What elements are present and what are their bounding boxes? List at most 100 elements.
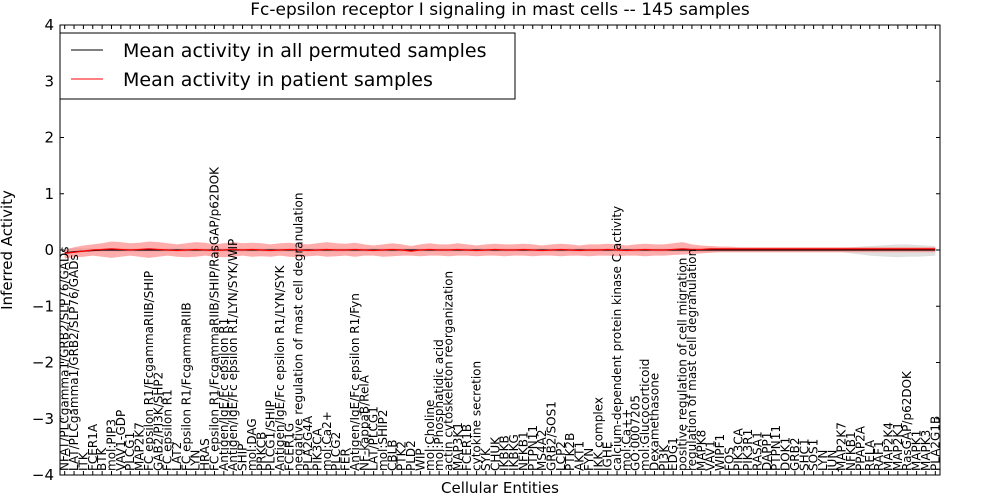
x-tick-label: JUN xyxy=(825,450,839,472)
x-tick-label: CHUK xyxy=(488,436,502,471)
x-tick-label: PLA2G1B xyxy=(928,416,942,471)
x-tick-label: PIK3CA xyxy=(732,427,746,471)
x-tick-label: calcium-dependent protein kinase C activ… xyxy=(610,206,624,471)
x-tick-label: FCER1A xyxy=(86,423,100,471)
x-tick-label: NF-kappaB/RelA xyxy=(357,374,371,471)
x-tick-label: SHC1 xyxy=(797,438,811,471)
x-tick-label: RELA xyxy=(863,439,877,471)
x-tick-label: PLCG1/SHIP xyxy=(264,400,278,471)
x-tick-label: SOS1 xyxy=(807,439,821,471)
legend-label-permuted: Mean activity in all permuted samples xyxy=(123,40,486,62)
y-axis: 4 3 2 1 0 −1 −2 −3 −4 xyxy=(32,16,940,484)
legend-box xyxy=(59,32,516,100)
x-tick-label: GAB2/PI3K/SHP2 xyxy=(151,372,165,471)
x-tick-label: positive regulation of cell migration xyxy=(676,258,690,471)
x-tick-label: MAP2K7 xyxy=(133,422,147,471)
x-tick-label: ITK xyxy=(76,451,90,471)
x-tick-label: PTPN11 xyxy=(526,425,540,471)
x-tick-label: mol:Ca++ xyxy=(619,409,633,471)
x-tick-labels: NFAT/PLCgamma1/GRB2/SLP76/GADsLAT/PLCgam… xyxy=(58,25,942,475)
x-tick-label: NFKB1 xyxy=(516,431,530,471)
x-tick-label: EDG1 xyxy=(666,437,680,471)
x-tick-label: Antigen/IgE/Fc epsilon R1/Fyn xyxy=(348,293,362,471)
x-tick-label: SYK xyxy=(479,447,493,471)
x-tick-label: NFKB1 xyxy=(844,431,858,471)
y-tick-label: 1 xyxy=(44,185,54,203)
y-tick-label: 0 xyxy=(44,241,54,259)
y-axis-label: Inferred Activity xyxy=(0,190,16,310)
x-tick-label: mol:Ca2+ xyxy=(320,411,334,471)
x-tick-label: LCP2 xyxy=(554,441,568,471)
x-tick-label: PTPN11 xyxy=(769,425,783,471)
x-tick-label: FER xyxy=(339,448,353,471)
x-tick-label: VAV1 xyxy=(704,440,718,471)
y-tick-label: 3 xyxy=(44,72,54,90)
x-tick-label: negative regulation of mast cell degranu… xyxy=(292,192,306,471)
plot-area xyxy=(64,241,936,259)
x-tick-label: LAT/PLCgamma1/GRB2/SLP76/GADs xyxy=(67,254,81,471)
x-tick-label: LYN xyxy=(189,450,203,471)
x-tick-label: PLA2G4A xyxy=(301,415,315,471)
x-tick-label: MS4A2 xyxy=(535,430,549,471)
x-tick-label: NFAT/PLCgamma1/GRB2/SLP76/GADs xyxy=(58,246,72,471)
x-tick-label: FC epsilon R1 xyxy=(161,389,175,471)
y-tick-label: 2 xyxy=(44,129,54,147)
x-tick-label: regulation of mast cell degranulation xyxy=(685,249,699,471)
x-tick-label: PPAP2A xyxy=(853,425,867,471)
x-tick-label: IKK complex xyxy=(591,397,605,471)
legend-label-patient: Mean activity in patient samples xyxy=(123,69,433,91)
x-tick-label: AKT1 xyxy=(573,441,587,471)
x-tick-label: IGHE xyxy=(601,442,615,471)
x-tick-label: MAP2K1 xyxy=(891,422,905,471)
y-tick-label: −1 xyxy=(32,297,54,315)
x-tick-label: MAP2K4 xyxy=(882,422,896,471)
x-tick-label: GRB2 xyxy=(788,437,802,471)
patient-mean-line xyxy=(64,248,936,254)
x-tick-label: MAPK1 xyxy=(910,430,924,471)
x-tick-label: RasGAP/p62DOK xyxy=(900,370,914,471)
y-tick-label: −3 xyxy=(32,410,54,428)
x-tick-label: Antigen/IgE/Fc epsilon R1 xyxy=(217,318,231,471)
x-tick-label: GO:0007205 xyxy=(629,395,643,471)
x-tick-label: PTK2 xyxy=(395,441,409,471)
x-tick-label: LAT2 xyxy=(170,442,184,471)
x-tick-label: CBLB xyxy=(385,439,399,471)
y-tick-label: −4 xyxy=(32,466,54,484)
x-tick-label: FC epsilon R1/FcgammaRIIB/SHIP/RasGAP/p6… xyxy=(207,166,221,471)
x-tick-label: PRKCB xyxy=(254,432,268,471)
x-tick-label: FCER1G xyxy=(282,423,296,471)
x-tick-label: PIK3CA xyxy=(310,427,324,471)
x-tick-label: BTK xyxy=(95,446,109,471)
x-tick-label: MAP2K7 xyxy=(835,422,849,471)
x-tick-label: PI3K xyxy=(657,444,671,471)
x-tick-label: mol:Phosphatidic acid xyxy=(432,339,446,471)
y-tick-label: −2 xyxy=(32,354,54,372)
x-tick-label: IKBKB xyxy=(498,435,512,471)
x-tick-label: MAPK3 xyxy=(919,430,933,471)
x-tick-label: VAV1-GDP xyxy=(114,410,128,471)
x-tick-label: mol:DAG xyxy=(245,418,259,471)
x-tick-label: FC epsilon R1/FcgammaRIIB/SHIP xyxy=(142,271,156,471)
x-tick-label: RAF1 xyxy=(872,440,886,471)
x-tick-label: FYN xyxy=(582,448,596,471)
chart-title: Fc-epsilon receptor I signaling in mast … xyxy=(250,0,750,20)
x-tick-label: Antigen/IgE/Fc epsilon R1/LYN/SYK/WIP xyxy=(226,239,240,471)
x-tick-label: FOS xyxy=(722,447,736,471)
x-tick-label: FC epsilon R1/FcgammaRIIB xyxy=(179,302,193,471)
x-tick-label: FCER1B xyxy=(460,424,474,471)
x-tick-label: IKBKG xyxy=(507,434,521,471)
x-tick-label: GRB2/SOS1 xyxy=(544,401,558,471)
x-tick-label: MAP3K1 xyxy=(451,422,465,471)
x-tick-label: PIK3R1 xyxy=(741,429,755,471)
x-tick-label: mol:PIP3 xyxy=(104,419,118,471)
x-tick-label: actin cytoskeleton reorganization xyxy=(442,271,456,471)
x-tick-label: LAT/PLCG1 xyxy=(367,406,381,471)
x-tick-label: HRAS xyxy=(198,438,212,471)
x-tick-label: RASA1 xyxy=(750,431,764,471)
x-tick-label: WIPF1 xyxy=(713,434,727,471)
x-tick-label: mol:SHIP2 xyxy=(376,410,390,471)
x-tick-label: PLCG2 xyxy=(329,432,343,471)
y-tick-label: 4 xyxy=(44,16,54,34)
x-tick-label: DOK1 xyxy=(779,437,793,471)
